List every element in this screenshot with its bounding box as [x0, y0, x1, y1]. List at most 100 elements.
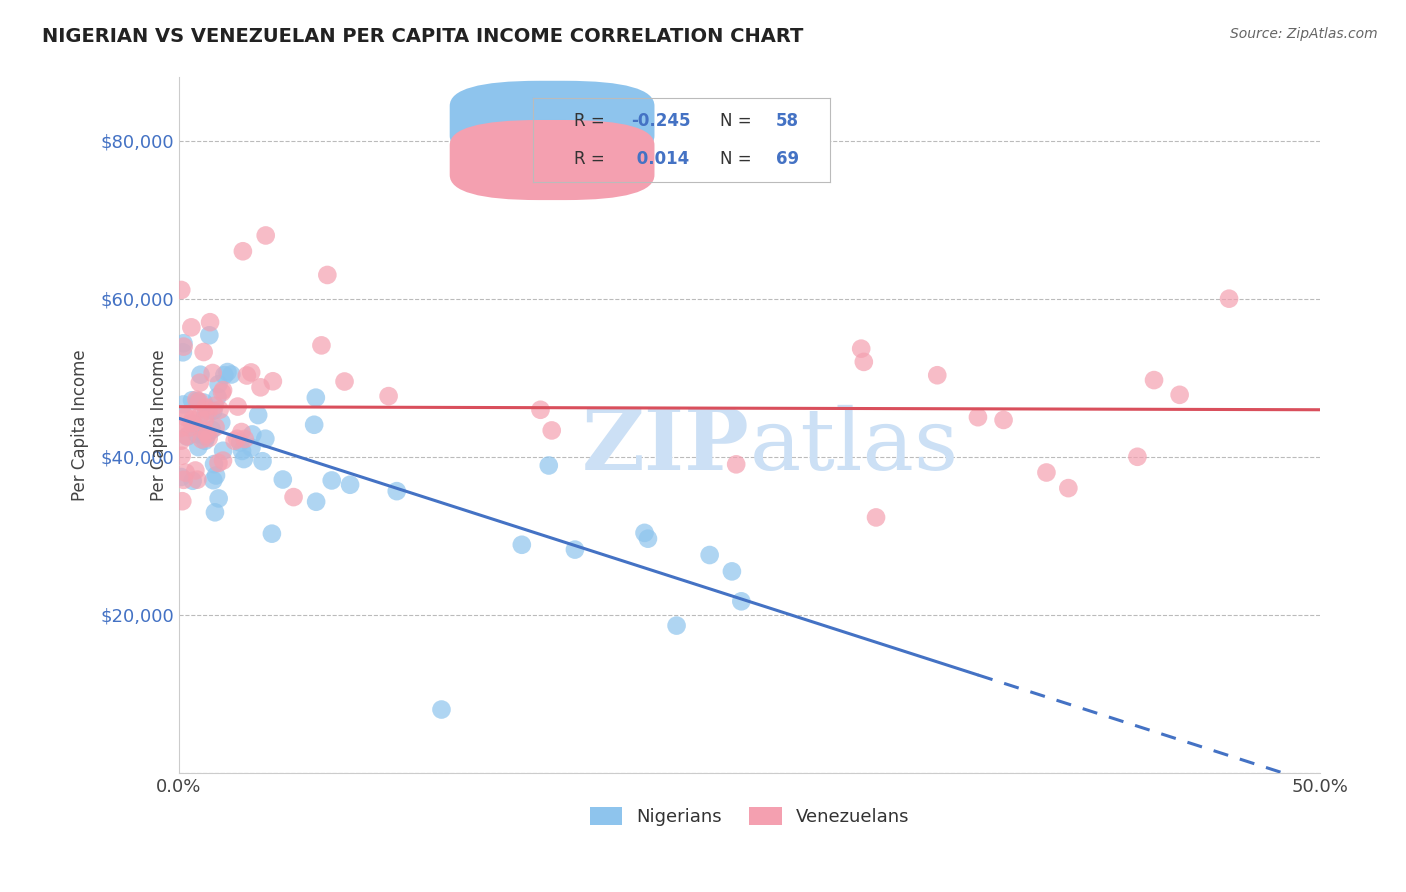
Point — [207, 390, 229, 404]
Point — [927, 368, 949, 383]
Y-axis label: Per Capita Income: Per Capita Income — [150, 350, 167, 501]
Point — [172, 397, 194, 411]
Legend: Nigerians, Venezuelans: Nigerians, Venezuelans — [582, 799, 917, 833]
Point — [204, 399, 226, 413]
Point — [174, 466, 197, 480]
Point — [201, 423, 224, 437]
Point — [1168, 388, 1191, 402]
Point — [633, 525, 655, 540]
Point — [194, 408, 217, 422]
Point — [967, 410, 990, 425]
Point — [207, 456, 229, 470]
Text: atlas: atlas — [749, 404, 959, 488]
Point — [176, 429, 198, 443]
Point — [181, 412, 204, 426]
Point — [1218, 292, 1240, 306]
Point — [224, 434, 246, 448]
Point — [730, 594, 752, 608]
Point — [194, 428, 217, 442]
Point — [209, 416, 232, 430]
Point — [198, 315, 221, 329]
Point — [226, 400, 249, 414]
Point — [725, 458, 748, 472]
Point — [207, 377, 229, 392]
Point — [176, 407, 198, 421]
Point — [208, 402, 231, 417]
Text: ZIP: ZIP — [582, 404, 749, 488]
Point — [184, 463, 207, 477]
Point — [201, 366, 224, 380]
Point — [247, 408, 270, 422]
Point — [252, 454, 274, 468]
Point — [188, 376, 211, 390]
Point — [174, 410, 197, 425]
Point — [377, 389, 399, 403]
Point — [865, 510, 887, 524]
Point — [339, 477, 361, 491]
Point — [240, 366, 263, 380]
Point — [170, 470, 193, 484]
Point — [249, 380, 271, 394]
Point — [1057, 481, 1080, 495]
Point — [233, 432, 256, 446]
Point — [180, 320, 202, 334]
Point — [186, 473, 208, 487]
Point — [187, 440, 209, 454]
Point — [188, 409, 211, 424]
Point — [195, 430, 218, 444]
Point — [205, 468, 228, 483]
Point — [851, 342, 873, 356]
Point — [305, 494, 328, 508]
Point — [202, 457, 225, 471]
Text: Source: ZipAtlas.com: Source: ZipAtlas.com — [1230, 27, 1378, 41]
Point — [212, 453, 235, 467]
Point — [186, 392, 208, 407]
Point — [240, 441, 263, 455]
Point — [173, 473, 195, 487]
Point — [564, 542, 586, 557]
Point — [510, 538, 533, 552]
Point — [194, 401, 217, 415]
Point — [993, 413, 1015, 427]
Point — [316, 268, 339, 282]
Point — [193, 345, 215, 359]
Point — [170, 283, 193, 297]
Point — [170, 449, 193, 463]
Point — [212, 443, 235, 458]
Point — [202, 404, 225, 418]
Point — [208, 491, 231, 506]
Point — [1035, 466, 1057, 480]
Point — [179, 420, 201, 434]
Point — [198, 328, 221, 343]
Point — [236, 368, 259, 383]
Point — [221, 368, 243, 382]
Point — [333, 375, 356, 389]
Point — [194, 434, 217, 448]
Point — [186, 394, 208, 409]
Point — [1126, 450, 1149, 464]
Point — [283, 490, 305, 504]
Point — [260, 526, 283, 541]
Point — [321, 474, 343, 488]
Point — [540, 424, 562, 438]
Point — [232, 244, 254, 259]
Point — [194, 413, 217, 427]
Point — [170, 421, 193, 435]
Point — [173, 340, 195, 354]
Point — [852, 355, 875, 369]
Y-axis label: Per Capita Income: Per Capita Income — [72, 350, 89, 501]
Point — [197, 403, 219, 417]
Point — [254, 432, 277, 446]
Point — [311, 338, 333, 352]
Point — [176, 429, 198, 443]
Point — [217, 365, 239, 379]
Point — [637, 532, 659, 546]
Point — [231, 444, 253, 458]
Point — [181, 393, 204, 408]
Point — [172, 494, 194, 508]
Point — [254, 228, 277, 243]
Point — [529, 402, 551, 417]
Point — [204, 505, 226, 519]
Point — [170, 434, 193, 448]
Point — [240, 427, 263, 442]
